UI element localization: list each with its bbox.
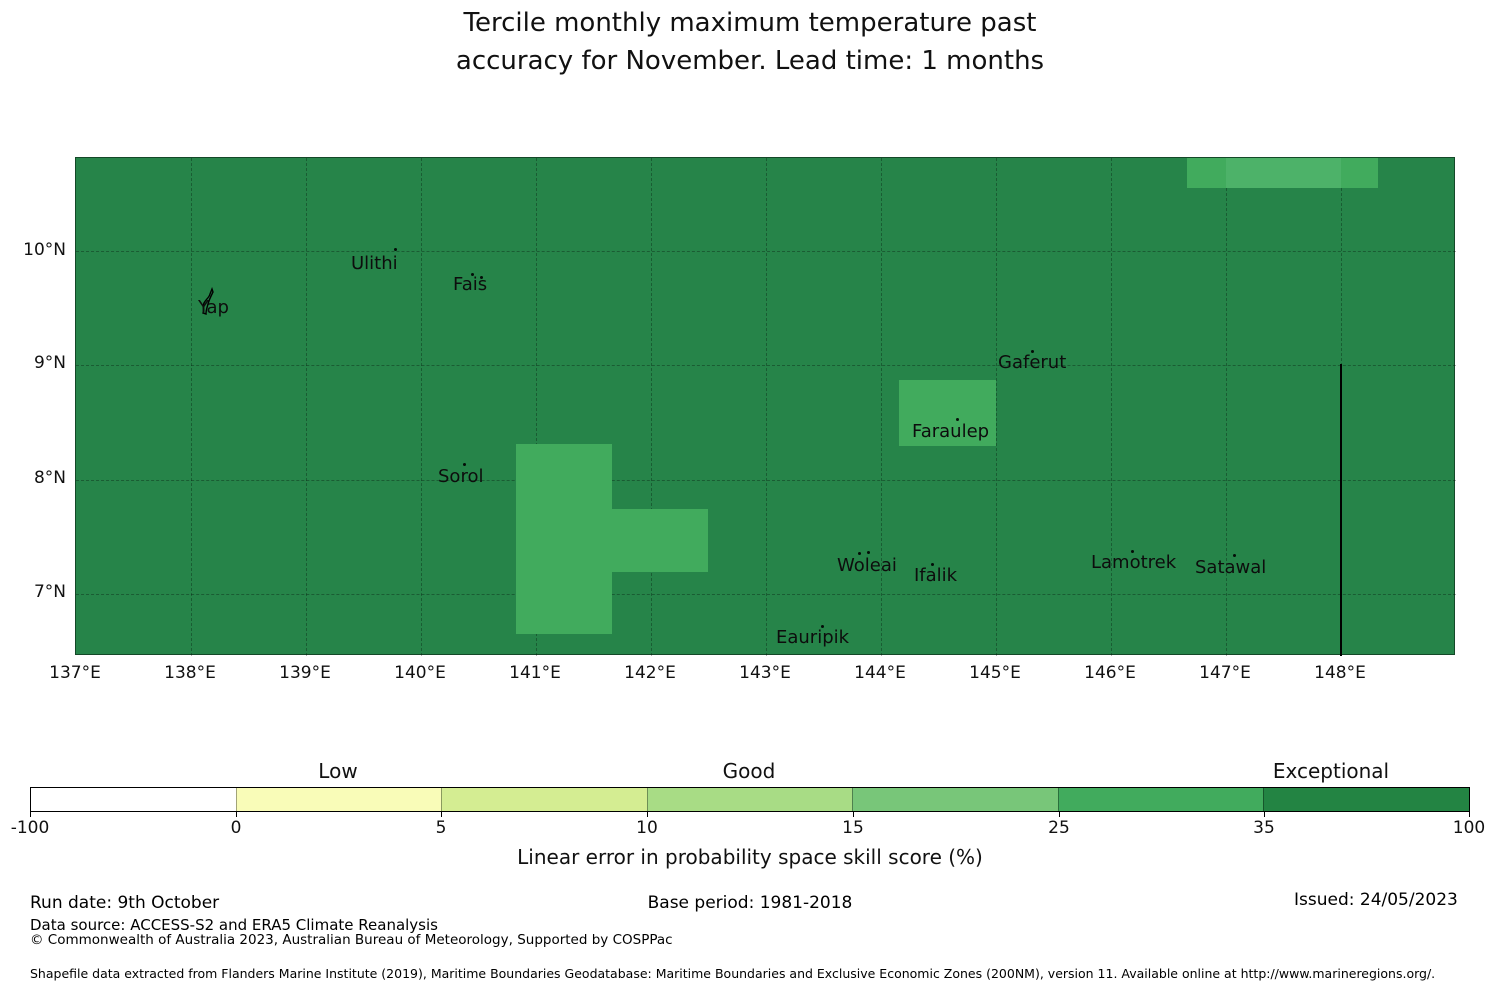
- colorbar-tickmark: [236, 812, 237, 817]
- figure-title-line1: Tercile monthly maximum temperature past: [463, 8, 1037, 38]
- island-label-ulithi: Ulithi: [351, 253, 398, 274]
- gridline-9n: [76, 365, 1456, 367]
- island-label-yap: Yap: [198, 297, 229, 318]
- island-label-woleai: Woleai: [837, 555, 897, 576]
- gridline-142e: [651, 158, 653, 656]
- x-tick-141e: 141°E: [509, 663, 561, 683]
- yap-island-shape: [202, 287, 214, 315]
- data-source-text: Data source: ACCESS-S2 and ERA5 Climate …: [30, 916, 438, 934]
- figure-title-line2: accuracy for November. Lead time: 1 mont…: [455, 46, 1045, 76]
- colorbar-tickmark: [1469, 812, 1470, 817]
- gridline-145e: [996, 158, 998, 656]
- colorbar-header-exceptional: Exceptional: [1272, 759, 1390, 783]
- colorbar-tick-neg100: -100: [10, 818, 50, 838]
- gridline-139e: [306, 158, 308, 656]
- colorbar-header-low: Low: [318, 759, 358, 783]
- shapefile-note-text: Shapefile data extracted from Flanders M…: [30, 966, 1436, 981]
- gridline-138e: [191, 158, 193, 656]
- x-tick-137e: 137°E: [49, 663, 101, 683]
- island-label-satawal: Satawal: [1195, 557, 1267, 578]
- gridline-141e: [536, 158, 538, 656]
- skill-cell-faraulep: [899, 380, 996, 446]
- fais-island-dot-2: [480, 276, 483, 279]
- gridline-10n: [76, 251, 1456, 253]
- island-label-lamotrek: Lamotrek: [1091, 552, 1177, 573]
- colorbar-tickmark: [1059, 812, 1060, 817]
- island-label-fais: Fais: [453, 274, 488, 295]
- x-tick-142e: 142°E: [624, 663, 676, 683]
- colorbar-segment-2: [235, 788, 442, 811]
- colorbar-segment-7: [1263, 788, 1470, 811]
- copyright-text: © Commonwealth of Australia 2023, Austra…: [30, 932, 673, 948]
- colorbar-tick-0: 0: [230, 818, 242, 838]
- colorbar-axis-label: Linear error in probability space skill …: [517, 845, 983, 869]
- colorbar-segment-5: [852, 788, 1058, 811]
- island-label-faraulep: Faraulep: [912, 421, 990, 442]
- colorbar-tick-100: 100: [1452, 818, 1486, 838]
- x-tick-145e: 145°E: [969, 663, 1021, 683]
- colorbar-tickmark: [853, 812, 854, 817]
- x-tick-147e: 147°E: [1199, 663, 1251, 683]
- x-tick-148e: 148°E: [1314, 663, 1366, 683]
- issued-date-text: Issued: 24/05/2023: [1294, 890, 1458, 910]
- colorbar-tick-35: 35: [1253, 818, 1275, 838]
- satawal-island-dot: [1233, 554, 1236, 557]
- colorbar-tick-15: 15: [842, 818, 864, 838]
- colorbar-tickmark: [1264, 812, 1265, 817]
- island-label-sorol: Sorol: [438, 466, 484, 487]
- y-tick-7n: 7°N: [33, 582, 66, 602]
- island-label-ifalik: Ifalik: [914, 565, 958, 586]
- y-tick-8n: 8°N: [33, 468, 66, 488]
- skill-cell-top-strip-center: [1226, 158, 1341, 188]
- gridline-144e: [881, 158, 883, 656]
- colorbar: [30, 787, 1470, 812]
- ulithi-island-dot: [394, 248, 397, 251]
- run-date-text: Run date: 9th October: [30, 893, 220, 913]
- x-tick-138e: 138°E: [164, 663, 216, 683]
- colorbar-segment-6: [1057, 788, 1264, 811]
- sorol-island-dot: [463, 463, 466, 466]
- colorbar-segment-1: [31, 788, 236, 811]
- map-plot-area: Ulithi Fais Yap Sorol Gaferut Faraulep W…: [75, 157, 1456, 656]
- colorbar-tickmark: [30, 812, 31, 817]
- gridline-143e: [766, 158, 768, 656]
- eez-boundary-line: [1340, 364, 1342, 656]
- colorbar-tick-25: 25: [1048, 818, 1070, 838]
- x-tick-146e: 146°E: [1084, 663, 1136, 683]
- woleai-island-dot-2: [867, 551, 870, 554]
- skill-cell-sorol-column: [516, 444, 612, 634]
- ifalik-island-dot: [931, 563, 934, 566]
- colorbar-tick-10: 10: [636, 818, 658, 838]
- skill-cell-sorol-arm: [612, 509, 708, 572]
- gridline-8n: [76, 480, 1456, 482]
- gridline-7n: [76, 594, 1456, 596]
- gaferut-island-dot: [1031, 350, 1034, 353]
- x-tick-144e: 144°E: [854, 663, 906, 683]
- fais-island-dot-1: [471, 273, 474, 276]
- colorbar-segment-4: [646, 788, 853, 811]
- x-tick-140e: 140°E: [394, 663, 446, 683]
- y-tick-9n: 9°N: [33, 353, 66, 373]
- faraulep-island-dot: [956, 418, 959, 421]
- x-tick-139e: 139°E: [279, 663, 331, 683]
- woleai-island-dot-1: [858, 552, 861, 555]
- island-label-eauripik: Eauripik: [776, 627, 850, 648]
- gridline-147e: [1226, 158, 1228, 656]
- colorbar-tickmark: [441, 812, 442, 817]
- colorbar-tickmark: [647, 812, 648, 817]
- gridline-140e: [421, 158, 423, 656]
- figure-title: Tercile monthly maximum temperature past…: [0, 4, 1500, 80]
- lamotrek-island-dot: [1131, 550, 1134, 553]
- gridline-146e: [1111, 158, 1113, 656]
- eauripik-island-dot: [821, 625, 824, 628]
- base-period-text: Base period: 1981-2018: [647, 893, 853, 913]
- colorbar-segment-3: [441, 788, 647, 811]
- y-tick-10n: 10°N: [23, 240, 66, 260]
- island-label-gaferut: Gaferut: [998, 352, 1067, 373]
- colorbar-header-good: Good: [722, 759, 776, 783]
- x-tick-143e: 143°E: [739, 663, 791, 683]
- colorbar-tick-5: 5: [435, 818, 447, 838]
